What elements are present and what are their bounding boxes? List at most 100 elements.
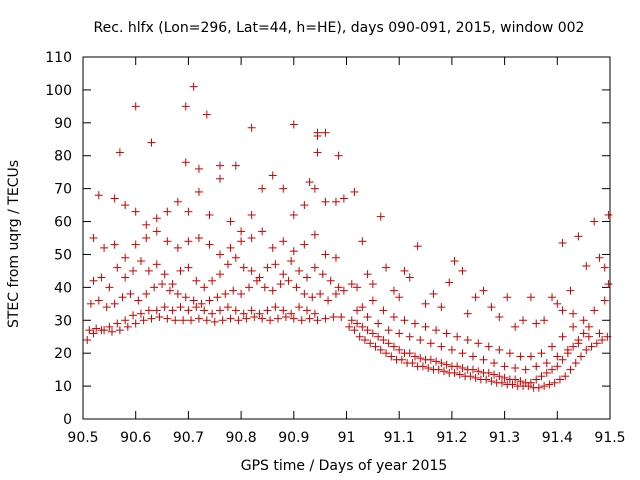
data-point [363,270,372,279]
data-point [471,373,480,382]
data-point [540,382,549,391]
data-point [136,309,145,318]
data-point [350,326,359,335]
data-point [287,257,296,266]
data-point [310,263,319,272]
data-point [413,242,422,251]
chart-title: Rec. hlfx (Lon=296, Lat=44, h=HE), days … [94,20,585,36]
data-point [553,352,562,361]
data-point [458,363,467,372]
x-tick-label: 91.1 [384,430,415,446]
data-point [458,349,467,358]
data-point [374,319,383,328]
data-point [408,359,417,368]
data-point [113,263,122,272]
data-point [569,322,578,331]
data-point [260,283,269,292]
data-point [324,296,333,305]
data-point [439,367,448,376]
data-point [94,296,103,305]
y-tick-label: 10 [54,379,72,395]
data-point [213,293,222,302]
data-point [181,158,190,167]
data-point [453,362,462,371]
data-point [310,230,319,239]
data-point [184,306,193,315]
data-point [194,314,203,323]
data-point [321,314,330,323]
data-point [163,207,172,216]
data-point [395,345,404,354]
data-point [89,329,98,338]
data-point [600,263,609,272]
data-point [466,372,475,381]
data-point [395,329,404,338]
x-tick-label: 91.2 [436,430,467,446]
data-point [363,312,372,321]
data-point [221,289,230,298]
data-point [508,380,517,389]
data-point [247,123,256,132]
data-point [289,314,298,323]
data-point [163,237,172,246]
data-point [495,372,504,381]
data-point [89,276,98,285]
data-point [471,293,480,302]
data-point [300,240,309,249]
data-point [271,303,280,312]
data-point [305,178,314,187]
data-point [366,339,375,348]
data-point [360,336,369,345]
data-point [558,306,567,315]
data-point [247,234,256,242]
data-point [218,316,227,325]
data-point [442,329,451,338]
axis-ticks: 90.5 90.6 90.7 90.8 90.9 91 91.1 91.2 91.3 91.4 91… [45,50,625,446]
data-point [368,280,377,289]
data-point [468,352,477,361]
x-tick-label: 90.7 [173,430,204,446]
data-point [463,336,472,345]
data-point [268,286,277,295]
data-point [387,352,396,361]
data-point [339,286,348,295]
data-point [92,324,101,333]
data-point [223,303,232,312]
data-point [569,309,578,318]
data-point [495,345,504,354]
data-point [595,253,604,262]
data-point [490,370,499,379]
y-tick-label: 110 [45,50,72,66]
data-point [308,293,317,302]
data-point [184,263,193,272]
data-point [160,303,169,312]
data-point [160,270,169,279]
data-point [263,263,272,272]
y-tick-label: 50 [54,247,72,263]
data-point [450,368,459,377]
data-point [302,273,311,282]
data-point [129,266,138,275]
data-point [519,316,528,325]
data-point [247,266,256,275]
data-point [152,214,161,223]
data-point [266,316,275,325]
data-point [181,102,190,111]
y-tick-label: 0 [63,412,72,428]
data-point [147,314,156,323]
data-point [94,191,103,200]
data-point [292,283,301,292]
data-point [173,289,182,298]
data-point [136,257,145,266]
x-tick-label: 90.5 [67,430,98,446]
data-point [384,339,393,348]
data-point [331,197,340,206]
data-point [194,187,203,196]
data-point [321,250,330,259]
data-point [545,380,554,389]
data-point [542,359,551,368]
data-point [379,306,388,315]
data-point [216,270,225,279]
data-point [592,339,601,348]
data-point [553,362,562,371]
